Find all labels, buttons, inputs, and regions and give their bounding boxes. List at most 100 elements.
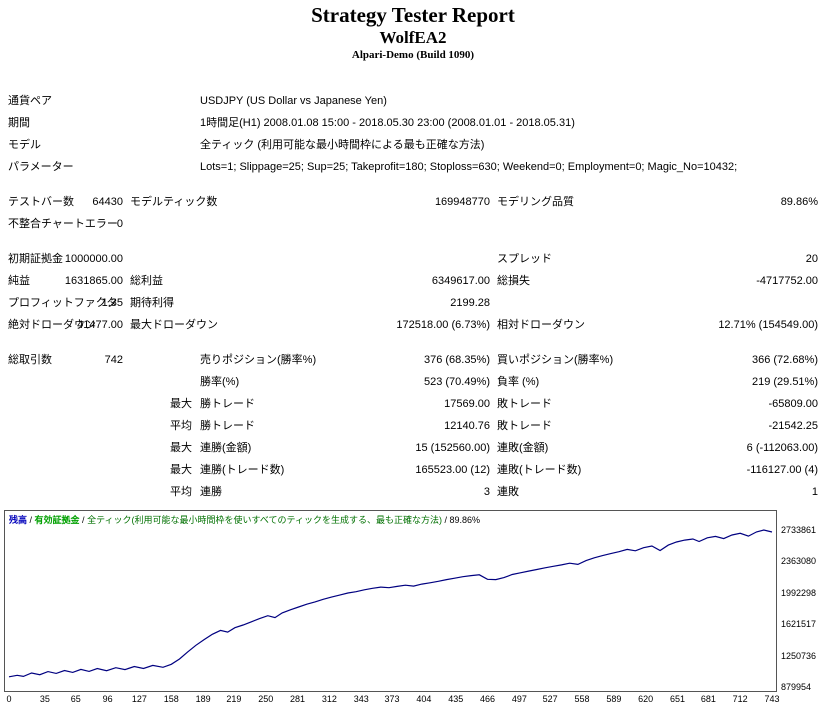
report-cell: モデリング品質 [497, 196, 574, 208]
page-title: Strategy Tester Report [311, 3, 515, 27]
report-row: 最大 勝トレード 17569.00 敗トレード -65809.00 [0, 393, 826, 415]
report-cell: 219 (29.51%) [751, 376, 818, 388]
report-cell: 連勝(金額) [200, 442, 252, 454]
report-row: テストバー数 64430 モデルティック数 169948770 モデリング品質 89.86… [0, 191, 826, 213]
x-axis-tick-label: 35 [39, 694, 50, 704]
report-cell: 期待利得 [130, 297, 174, 309]
x-axis-tick-label: 343 [353, 694, 369, 704]
x-axis-tick-label: 620 [638, 694, 654, 704]
x-axis-tick-label: 712 [732, 694, 748, 704]
report-table: 通貨ペア USDJPY (US Dollar vs Japanese Yen) 期間… [0, 90, 826, 503]
report-cell: -4717752.00 [756, 275, 818, 287]
x-axis-tick-label: 497 [511, 694, 527, 704]
report-row: 通貨ペア USDJPY (US Dollar vs Japanese Yen) [0, 90, 826, 112]
x-axis-tick-label: 435 [448, 694, 464, 704]
report-cell: 最大 [170, 398, 192, 410]
x-axis-tick-label: 743 [764, 694, 780, 704]
balance-curve [8, 529, 773, 678]
report-cell: 1.35 [101, 297, 123, 309]
report-cell: 最大 [170, 442, 192, 454]
report-cell: 523 (70.49%) [423, 376, 490, 388]
report-cell: 平均 [170, 486, 192, 498]
x-axis-tick-label: 96 [102, 694, 113, 704]
report-cell: 165523.00 (12) [415, 464, 490, 476]
report-cell: 絶対ドローダウン [8, 319, 96, 331]
report-cell: 相対ドローダウン [497, 319, 585, 331]
report-cell: 1時間足(H1) 2008.01.08 15:00 - 2018.05.30 2… [200, 117, 575, 129]
report-cell: -116127.00 (4) [746, 464, 818, 476]
x-axis-tick-label: 651 [670, 694, 686, 704]
report-cell: 1000000.00 [64, 253, 123, 265]
x-axis-tick-label: 250 [258, 694, 274, 704]
report-cell: 12140.76 [444, 420, 490, 432]
report-cell: 41477.00 [77, 319, 123, 331]
report-row: 勝率(%) 523 (70.49%) 負率 (%) 219 (29.51%) [0, 371, 826, 393]
report-cell: 初期証拠金 [8, 253, 63, 265]
report-cell: 勝トレード [200, 420, 255, 432]
report-cell: 0 [116, 218, 123, 230]
report-cell: 366 (72.68%) [751, 354, 818, 366]
report-row: 期間 1時間足(H1) 2008.01.08 15:00 - 2018.05.30… [0, 112, 826, 134]
report-cell: 総取引数 [8, 354, 52, 366]
report-cell: 12.71% (154549.00) [718, 319, 818, 331]
report-cell: 最大ドローダウン [130, 319, 218, 331]
report-row: 絶対ドローダウン 41477.00 最大ドローダウン 172518.00 (6.73%… [0, 314, 826, 336]
report-cell: 17569.00 [444, 398, 490, 410]
report-cell: 売りポジション(勝率%) [200, 354, 317, 366]
report-row: 初期証拠金 1000000.00 スプレッド 20 [0, 248, 826, 270]
report-cell: 敗トレード [497, 398, 552, 410]
report-cell: 3 [483, 486, 490, 498]
report-cell: 勝率(%) [200, 376, 240, 388]
report-cell: 連勝 [200, 486, 222, 498]
x-axis-tick-label: 558 [574, 694, 590, 704]
report-cell: 172518.00 (6.73%) [396, 319, 490, 331]
legend-separator: / [27, 515, 35, 525]
legend-model-label: 全ティック(利用可能な最小時間枠を使いすべてのティックを生成する、最も正確な方法… [87, 515, 442, 525]
report-cell: プロフィットファクタ [8, 297, 118, 309]
report-row: 平均 勝トレード 12140.76 敗トレード -21542.25 [0, 415, 826, 437]
balance-chart-plot: 残高 / 有効証拠金 / 全ティック(利用可能な最小時間枠を使いすべてのティック… [4, 510, 777, 692]
report-cell: 不整合チャートエラー [8, 218, 118, 230]
report-row: 最大 連勝(金額) 15 (152560.00) 連敗(金額) 6 (-112063.0… [0, 437, 826, 459]
chart-x-axis-labels: 0 35 65 96 127 158 189 219 250 281 312 343 373 404 435… [4, 694, 780, 706]
report-cell: 6 (-112063.00) [746, 442, 818, 454]
report-row: 純益 1631865.00 総利益 6349617.00 総損失 -4717752.00 [0, 270, 826, 292]
report-cell: 買いポジション(勝率%) [497, 354, 614, 366]
report-cell: パラメーター [8, 161, 74, 173]
report-row: プロフィットファクタ 1.35 期待利得 2199.28 [0, 292, 826, 314]
report-row: 不整合チャートエラー 0 [0, 213, 826, 235]
report-cell: 89.86% [780, 196, 818, 208]
balance-chart-section: 残高 / 有効証拠金 / 全ティック(利用可能な最小時間枠を使いすべてのティック… [4, 510, 826, 706]
report-cell: 20 [805, 253, 818, 265]
server-build: Alpari-Demo (Build 1090) [351, 49, 475, 61]
report-cell: 連勝(トレード数) [200, 464, 285, 476]
report-cell: 1 [811, 486, 818, 498]
report-cell: スプレッド [497, 253, 552, 265]
report-row: 最大 連勝(トレード数) 165523.00 (12) 連敗(トレード数) -11612… [0, 459, 826, 481]
report-cell: 敗トレード [497, 420, 552, 432]
report-row: 平均 連勝 3 連敗 1 [0, 481, 826, 503]
x-axis-tick-label: 589 [606, 694, 622, 704]
report-cell: 平均 [170, 420, 192, 432]
report-cell: 期間 [8, 117, 30, 129]
report-cell: -65809.00 [768, 398, 818, 410]
report-cell: 総損失 [497, 275, 530, 287]
x-axis-tick-label: 0 [6, 694, 12, 704]
x-axis-tick-label: 65 [70, 694, 81, 704]
report-cell: Lots=1; Slippage=25; Sup=25; Takeprofit=… [200, 161, 738, 173]
report-cell: 勝トレード [200, 398, 255, 410]
report-cell: 64430 [92, 196, 123, 208]
report-cell: 1631865.00 [64, 275, 123, 287]
report-cell: 全ティック (利用可能な最小時間枠による最も正確な方法) [200, 139, 485, 151]
report-cell: 通貨ペア [8, 95, 52, 107]
y-axis-tick-label: 1992298 [781, 587, 817, 598]
report-cell: 連敗 [497, 486, 519, 498]
report-row: モデル 全ティック (利用可能な最小時間枠による最も正確な方法) [0, 134, 826, 156]
x-axis-tick-label: 158 [163, 694, 179, 704]
ea-name: WolfEA2 [379, 28, 447, 47]
report-cell: 連敗(トレード数) [497, 464, 582, 476]
report-cell: 負率 (%) [497, 376, 540, 388]
report-row: パラメーター Lots=1; Slippage=25; Sup=25; Takep… [0, 156, 826, 178]
report-cell: 純益 [8, 275, 30, 287]
report-cell: 連敗(金額) [497, 442, 549, 454]
